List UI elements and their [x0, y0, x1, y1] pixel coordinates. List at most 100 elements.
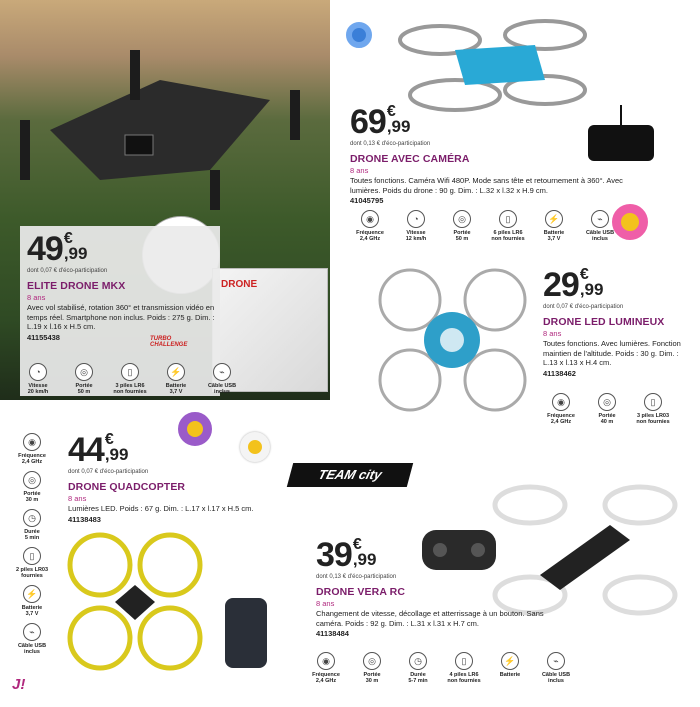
- price-cents: ,99: [579, 280, 604, 299]
- elite-drone-image: [20, 50, 300, 210]
- timer-icon: ◷: [409, 652, 427, 670]
- frequency-icon: ◉: [361, 210, 379, 228]
- camera-drone-image: [398, 19, 587, 112]
- description: Avec vol stabilisé, rotation 360° et tra…: [27, 303, 215, 331]
- elite-info-card: [20, 226, 220, 396]
- age: 8 ans: [543, 329, 562, 338]
- feature-item: ▯ 6 piles LR6 non fournies: [488, 210, 528, 242]
- reference: 41138484: [316, 629, 349, 638]
- flower-decoration: [612, 204, 648, 240]
- team-city-logo: TEAM city: [286, 463, 414, 487]
- reference: 41045795: [350, 196, 384, 205]
- speedometer-icon: ◔: [407, 210, 425, 228]
- age: 8 ans: [350, 166, 369, 175]
- camera-controller-image: [588, 105, 654, 161]
- product-quad: 44 € ,99 dont 0,07 € d'éco-participation D…: [68, 431, 288, 524]
- price: 29 € ,99: [543, 266, 693, 303]
- timer-icon: ◷: [23, 509, 41, 527]
- feature-label: Fréquence 2,4 GHz: [312, 672, 340, 684]
- description: Toutes fonctions. Avec lumières. Fonctio…: [543, 339, 681, 367]
- feature-item: ⚡ Batterie 3,7 V: [534, 210, 574, 242]
- feature-item: ◉ Fréquence 2,4 GHz: [350, 210, 390, 242]
- feature-item: ◉ Fréquence 2,4 GHz: [306, 652, 346, 684]
- price-integer: 39: [316, 536, 353, 574]
- description: Changement de vitesse, décollage et atte…: [316, 609, 544, 628]
- frequency-icon: ◉: [23, 433, 41, 451]
- product-led: 29 € ,99 dont 0,07 € d'éco-participation D…: [543, 266, 693, 378]
- feature-label: Portée 40 m: [598, 413, 616, 425]
- product-title: DRONE LED LUMINEUX: [543, 316, 665, 328]
- feature-item: ◎ Portée 40 m: [587, 393, 627, 425]
- feature-item: ⌁ Câble USB inclus: [580, 210, 620, 242]
- product-camera: 69 € ,99 dont 0,13 € d'éco-participation D…: [350, 103, 650, 206]
- feature-label: Câble USB inclus: [207, 383, 237, 395]
- feature-label: Durée 5 min: [24, 529, 40, 541]
- feature-label: Batterie 3,7 V: [165, 383, 187, 395]
- led-drone-image: [378, 268, 527, 412]
- feature-item: ◔ Vitesse 20 km/h: [18, 363, 58, 395]
- currency: €: [579, 266, 589, 283]
- eco-participation: dont 0,07 € d'éco-participation: [27, 268, 108, 274]
- turbo-challenge-logo: TURBO CHALLENGE: [150, 336, 188, 348]
- age: 8 ans: [68, 494, 87, 503]
- feature-label: Batterie: [499, 672, 521, 678]
- product-box-image: DRONE: [212, 268, 328, 392]
- flower-decoration: [240, 432, 270, 462]
- feature-label: Batterie 3,7 V: [543, 230, 565, 242]
- product-title: DRONE AVEC CAMÉRA: [350, 153, 470, 165]
- corner-logo: J!: [12, 676, 26, 693]
- battery-icon: ⚡: [501, 652, 519, 670]
- frequency-icon: ◉: [317, 652, 335, 670]
- eco-participation: dont 0,07 € d'éco-participation: [68, 469, 149, 475]
- price-cents: ,99: [104, 445, 129, 464]
- feature-list: ◔ Vitesse 20 km/h ◎ Portée 50 m ▯ 3 piles LR6…: [18, 363, 242, 395]
- price-cents: ,99: [386, 117, 411, 136]
- feature-label: Vitesse 20 km/h: [27, 383, 49, 395]
- feature-item: ◎ Portée 50 m: [64, 363, 104, 395]
- feature-label: 3 piles LR03 non fournies: [636, 413, 670, 425]
- feature-item: ◷ Durée 5-7 min: [398, 652, 438, 684]
- product-title: ELITE DRONE MKX: [27, 280, 126, 292]
- price-cents: ,99: [352, 550, 377, 569]
- feature-item: ◉ Fréquence 2,4 GHz: [541, 393, 581, 425]
- eco-participation: dont 0,13 € d'éco-participation: [316, 574, 397, 580]
- feature-label: Batterie 3,7 V: [21, 605, 43, 617]
- flower-decoration: [346, 22, 372, 48]
- reference: 41138483: [68, 514, 101, 524]
- price: 69 € ,99: [350, 103, 650, 140]
- feature-item: ◎ Portée 50 m: [442, 210, 482, 242]
- vera-drone-image: [492, 484, 678, 616]
- range-icon: ◎: [363, 652, 381, 670]
- feature-list: ◉ Fréquence 2,4 GHz ◎ Portée 30 m ◷ Durée 5-7…: [306, 652, 576, 684]
- usb-cable-icon: ⌁: [591, 210, 609, 228]
- feature-label: Portée 30 m: [23, 491, 41, 503]
- feature-item: ▯ 2 piles LR03 fournies: [12, 547, 52, 579]
- speedometer-icon: ◔: [29, 363, 47, 381]
- description: Lumières LED. Poids : 67 g. Dim. : L.17 …: [68, 504, 254, 513]
- price: 39 € ,99: [316, 536, 546, 574]
- feature-item: ◷ Durée 5 min: [12, 509, 52, 541]
- battery-icon: ⚡: [545, 210, 563, 228]
- price-integer: 49: [27, 230, 64, 268]
- frequency-icon: ◉: [552, 393, 570, 411]
- range-icon: ◎: [75, 363, 93, 381]
- age: 8 ans: [316, 599, 335, 608]
- box-label: DRONE: [221, 279, 258, 290]
- feature-label: Câble USB inclus: [541, 672, 571, 684]
- currency: €: [386, 103, 396, 120]
- feature-list: ◉ Fréquence 2,4 GHz ◔ Vitesse 12 km/h ◎ Porté…: [350, 210, 620, 242]
- feature-label: Câble USB inclus: [585, 230, 615, 242]
- battery-cell-icon: ▯: [23, 547, 41, 565]
- flower-decoration: [178, 412, 212, 446]
- feature-label: Fréquence 2,4 GHz: [547, 413, 575, 425]
- usb-cable-icon: ⌁: [23, 623, 41, 641]
- currency: €: [104, 431, 114, 448]
- product-title: DRONE VERA RC: [316, 586, 406, 598]
- reference: 41138462: [543, 368, 576, 378]
- feature-label: Durée 5-7 min: [408, 672, 428, 684]
- feature-list: ◉ Fréquence 2,4 GHz ◎ Portée 30 m ◷ Durée 5 m…: [12, 433, 52, 655]
- feature-label: 3 piles LR6 non fournies: [113, 383, 147, 395]
- feature-item: ⌁ Câble USB inclus: [536, 652, 576, 684]
- price: 44 € ,99: [68, 431, 288, 468]
- usb-cable-icon: ⌁: [547, 652, 565, 670]
